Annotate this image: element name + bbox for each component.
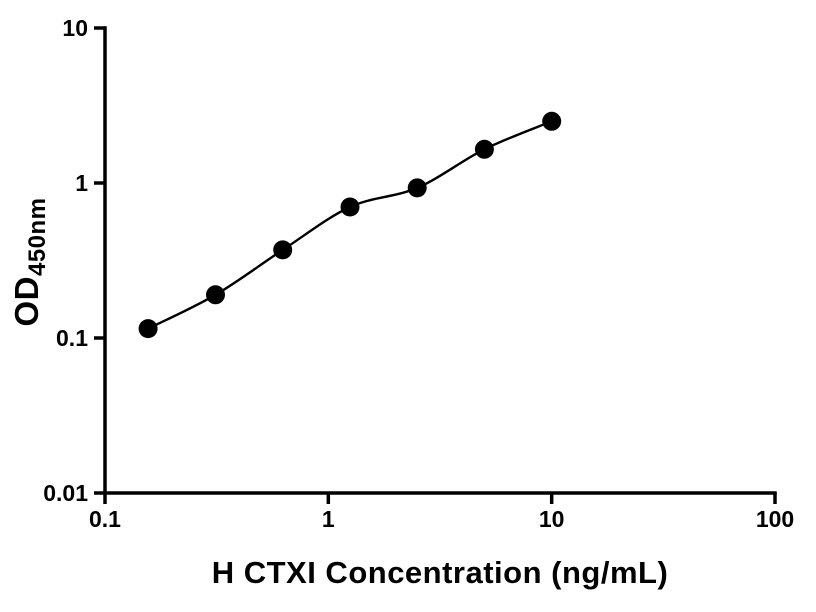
x-axis-label: H CTXI Concentration (ng/mL)	[211, 555, 669, 590]
data-point	[340, 197, 360, 217]
data-point	[407, 178, 427, 198]
x-tick-label: 10	[539, 506, 565, 532]
y-axis-label: OD450nm	[8, 197, 52, 326]
x-tick-label: 0.1	[89, 506, 121, 532]
y-tick-label: 1	[75, 170, 88, 196]
y-tick-label: 10	[62, 15, 88, 41]
y-tick-label: 0.01	[43, 480, 88, 506]
y-axis-label-main: OD	[8, 276, 45, 327]
data-point	[206, 285, 225, 305]
data-point	[273, 240, 293, 260]
y-axis-label-subscript: 450nm	[24, 197, 51, 277]
data-point	[138, 319, 158, 339]
axis-spine	[103, 26, 777, 495]
data-point	[542, 111, 562, 131]
data-point	[474, 139, 494, 159]
y-tick-label: 0.1	[56, 325, 88, 351]
x-tick-label: 100	[756, 506, 794, 532]
x-tick-label: 1	[322, 506, 335, 532]
